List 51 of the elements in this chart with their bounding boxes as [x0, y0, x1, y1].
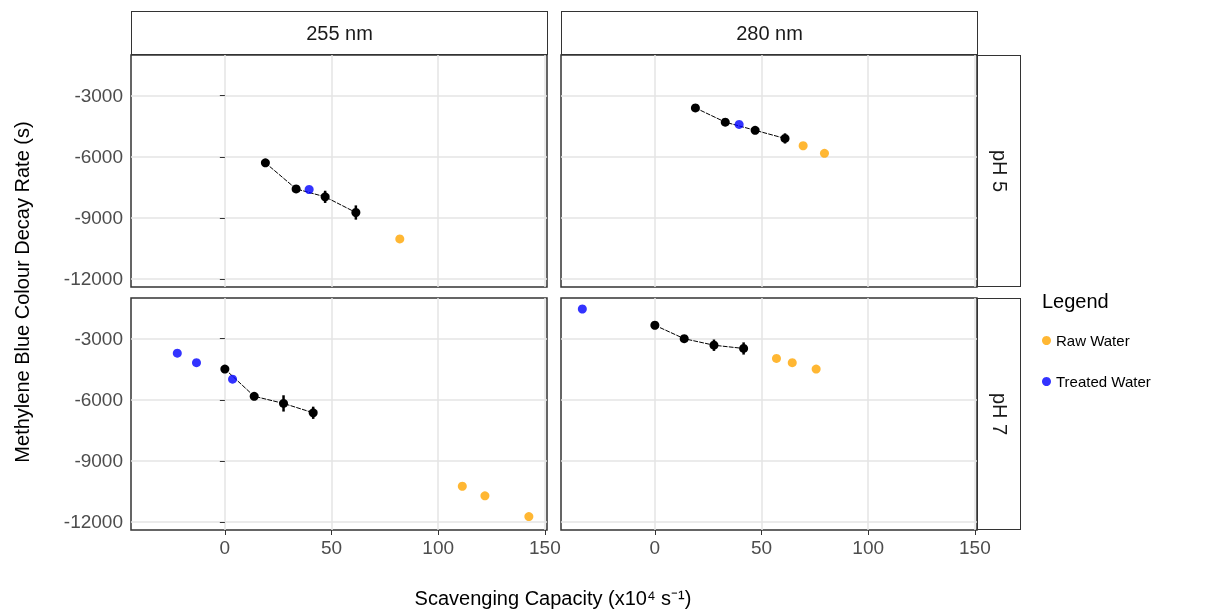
- point: [577, 304, 587, 314]
- point: [819, 148, 829, 158]
- x-tick-label: 0: [649, 537, 661, 558]
- point: [172, 348, 182, 358]
- point: [650, 320, 660, 330]
- x-tick-label: 100: [852, 537, 885, 558]
- text: pH 5: [977, 55, 1021, 287]
- point: [480, 491, 490, 501]
- point: [304, 185, 314, 195]
- y-tick-label: -9000: [74, 207, 123, 229]
- point: [690, 103, 700, 113]
- x-tick-label: 50: [320, 537, 343, 558]
- point: [734, 119, 744, 129]
- point: [220, 364, 230, 374]
- point: [228, 374, 238, 384]
- point: [739, 343, 749, 353]
- point: [457, 481, 467, 491]
- y-axis-title: Methylene Blue Colour Decay Rate (s): [10, 121, 34, 463]
- point: [279, 398, 289, 408]
- y-tick-label: -12000: [63, 511, 123, 533]
- legend-label: Raw Water: [1056, 332, 1130, 349]
- x-tick-label: 0: [219, 537, 231, 558]
- legend-title: Legend: [1042, 290, 1109, 313]
- point: [771, 353, 781, 363]
- y-tick-label: -12000: [63, 268, 123, 290]
- x-axis-title: Scavenging Capacity (x10⁴ s⁻¹): [414, 585, 692, 609]
- y-tick-label: -6000: [74, 389, 123, 411]
- legend-label: Treated Water: [1056, 373, 1151, 390]
- point: [750, 125, 760, 135]
- point: [811, 364, 821, 374]
- point: [395, 234, 405, 244]
- y-tick-label: -9000: [74, 450, 123, 472]
- point: [249, 391, 259, 401]
- point: [679, 334, 689, 344]
- chart-title: 255 nm: [131, 11, 548, 55]
- point: [524, 512, 534, 522]
- x-tick-label: 50: [750, 537, 773, 558]
- y-tick-label: -6000: [74, 146, 123, 168]
- point: [192, 358, 201, 368]
- text: pH 7: [977, 298, 1021, 530]
- point: [260, 158, 270, 168]
- x-tick-label: 150: [959, 537, 991, 558]
- point: [720, 117, 730, 127]
- point: [291, 184, 301, 194]
- y-tick-label: -3000: [74, 328, 123, 350]
- chart-title: 280 nm: [561, 11, 978, 55]
- x-tick-label: 150: [529, 537, 561, 558]
- point: [798, 141, 808, 151]
- point: [787, 358, 797, 368]
- y-tick-label: -3000: [74, 85, 123, 107]
- x-tick-label: 100: [422, 537, 455, 558]
